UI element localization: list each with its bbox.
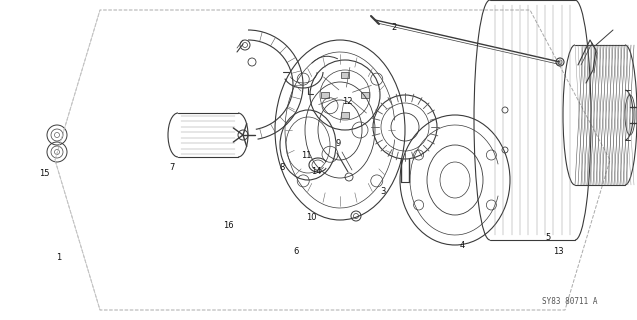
Text: 4: 4 bbox=[459, 242, 464, 251]
Text: 3: 3 bbox=[380, 188, 385, 196]
Text: 8: 8 bbox=[279, 164, 285, 172]
Text: 13: 13 bbox=[553, 247, 563, 257]
FancyBboxPatch shape bbox=[361, 92, 369, 98]
Text: 7: 7 bbox=[169, 164, 175, 172]
Text: 10: 10 bbox=[306, 213, 316, 222]
Text: 5: 5 bbox=[545, 233, 550, 242]
Text: 2: 2 bbox=[391, 22, 397, 31]
Text: 9: 9 bbox=[335, 139, 341, 148]
Text: 14: 14 bbox=[311, 167, 321, 177]
Text: 16: 16 bbox=[223, 221, 233, 230]
Text: 6: 6 bbox=[293, 247, 299, 257]
FancyBboxPatch shape bbox=[341, 112, 349, 118]
Text: 1: 1 bbox=[57, 252, 62, 261]
Text: 15: 15 bbox=[39, 170, 49, 179]
Text: 11: 11 bbox=[301, 150, 311, 159]
Text: 12: 12 bbox=[341, 98, 352, 107]
Text: SY83 80711 A: SY83 80711 A bbox=[542, 298, 598, 307]
FancyBboxPatch shape bbox=[341, 72, 349, 78]
FancyBboxPatch shape bbox=[321, 92, 329, 98]
